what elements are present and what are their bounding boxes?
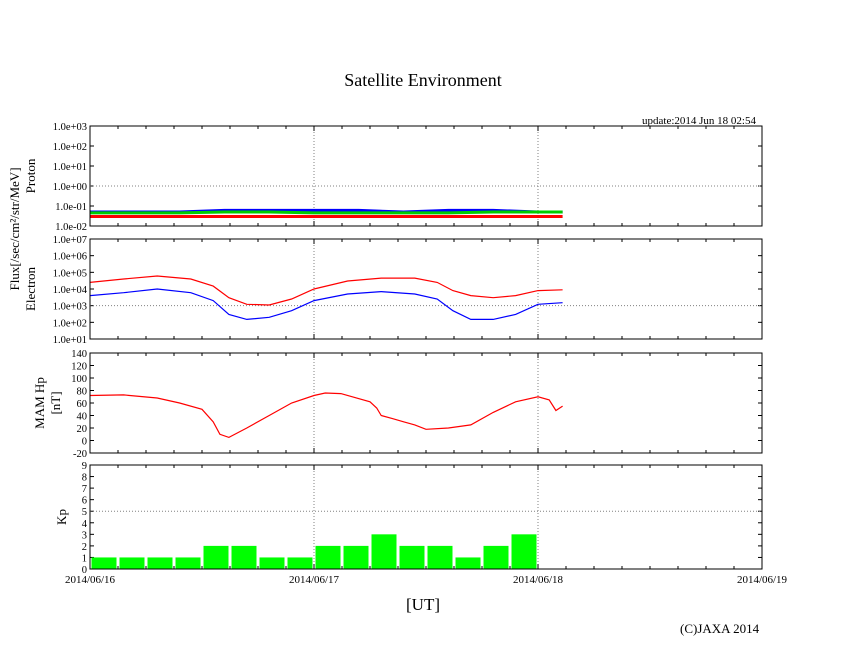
- y-tick-label: 1.0e+05: [53, 268, 87, 279]
- y-tick-label: -20: [73, 449, 87, 460]
- y-tick-label: 8: [82, 473, 87, 484]
- y-tick-label: 9: [82, 461, 87, 472]
- y-tick-label: 40: [77, 412, 88, 423]
- x-axis-label: [UT]: [406, 595, 440, 614]
- electron-series-line: [89, 288, 563, 321]
- x-axis: 2014/06/16 2014/06/17 2014/06/18 2014/06/19: [65, 574, 788, 586]
- copyright: (C)JAXA 2014: [680, 621, 760, 636]
- kp-bar: [259, 557, 285, 569]
- y-tick-label: 20: [77, 424, 88, 435]
- kp-bar: [343, 545, 369, 569]
- y-tick-label: 6: [82, 496, 87, 507]
- kp-bar: [371, 534, 397, 569]
- kp-bar: [119, 557, 145, 569]
- y-tick-label: 2: [82, 542, 87, 553]
- kp-bar: [175, 557, 201, 569]
- y-tick-label: 120: [71, 362, 87, 373]
- kp-frame: [89, 464, 763, 570]
- kp-bar: [315, 545, 341, 569]
- kp-ylabel: Kp: [54, 509, 69, 525]
- y-tick-label: 1.0e+03: [53, 122, 87, 133]
- flux-unit-label: Flux[/sec/cm²/str/MeV]: [7, 167, 22, 290]
- y-tick-label: 1.0e-02: [55, 222, 87, 233]
- proton-panel: 1.0e-02 1.0e-01 1.0e+00 1.0e+01 1.0e+02 1.0e+…: [23, 122, 763, 233]
- y-tick-label: 1.0e+02: [53, 142, 87, 153]
- proton-frame: [89, 125, 763, 227]
- y-tick-label: 0: [82, 565, 87, 576]
- y-tick-label: 4: [82, 519, 88, 530]
- y-tick-label: 1.0e+00: [53, 182, 87, 193]
- mam-ylabel: MAM Hp: [32, 377, 47, 429]
- kp-bar: [455, 557, 481, 569]
- proton-ylabel: Proton: [23, 158, 38, 193]
- x-tick-label: 2014/06/16: [65, 574, 116, 586]
- y-tick-label: 1.0e+02: [53, 318, 87, 329]
- y-tick-label: 140: [71, 349, 87, 360]
- kp-bar: [399, 545, 425, 569]
- x-tick-label: 2014/06/18: [513, 574, 564, 586]
- y-tick-label: 5: [82, 507, 87, 518]
- y-tick-label: 7: [82, 484, 87, 495]
- y-tick-label: 3: [82, 530, 87, 541]
- x-tick-label: 2014/06/19: [737, 574, 788, 586]
- y-tick-label: 1.0e+04: [53, 285, 88, 296]
- mam-frame: [89, 352, 763, 454]
- electron-frame: [89, 238, 763, 340]
- x-tick-label: 2014/06/17: [289, 574, 340, 586]
- proton-series-line: [90, 210, 563, 215]
- kp-bar: [511, 534, 537, 569]
- kp-bar: [483, 545, 509, 569]
- mam-ylabel-unit: [nT]: [48, 391, 63, 414]
- electron-series-line: [89, 275, 563, 306]
- y-tick-label: 1.0e+07: [53, 235, 87, 246]
- kp-bar: [287, 557, 313, 569]
- kp-bar: [231, 545, 257, 569]
- kp-bar: [427, 545, 453, 569]
- y-tick-label: 60: [77, 399, 88, 410]
- kp-bar: [91, 557, 117, 569]
- y-tick-label: 80: [77, 387, 88, 398]
- mam-series-line: [89, 392, 563, 439]
- y-tick-label: 1.0e+03: [53, 302, 87, 313]
- y-tick-label: 1: [82, 553, 87, 564]
- electron-panel: 1.0e+01 1.0e+02 1.0e+03 1.0e+04 1.0e+05 1.0e+…: [23, 235, 763, 346]
- y-tick-label: 1.0e+06: [53, 252, 87, 263]
- y-tick-label: 100: [71, 374, 87, 385]
- y-tick-label: 1.0e-01: [55, 202, 87, 213]
- y-tick-label: 1.0e+01: [53, 162, 87, 173]
- kp-bar: [203, 545, 229, 569]
- electron-ylabel: Electron: [23, 266, 38, 311]
- y-tick-label: 0: [82, 437, 87, 448]
- kp-bar: [147, 557, 173, 569]
- y-tick-label: 1.0e+01: [53, 335, 87, 346]
- chart-title: Satellite Environment: [344, 70, 502, 90]
- update-timestamp: update:2014 Jun 18 02:54: [642, 115, 756, 127]
